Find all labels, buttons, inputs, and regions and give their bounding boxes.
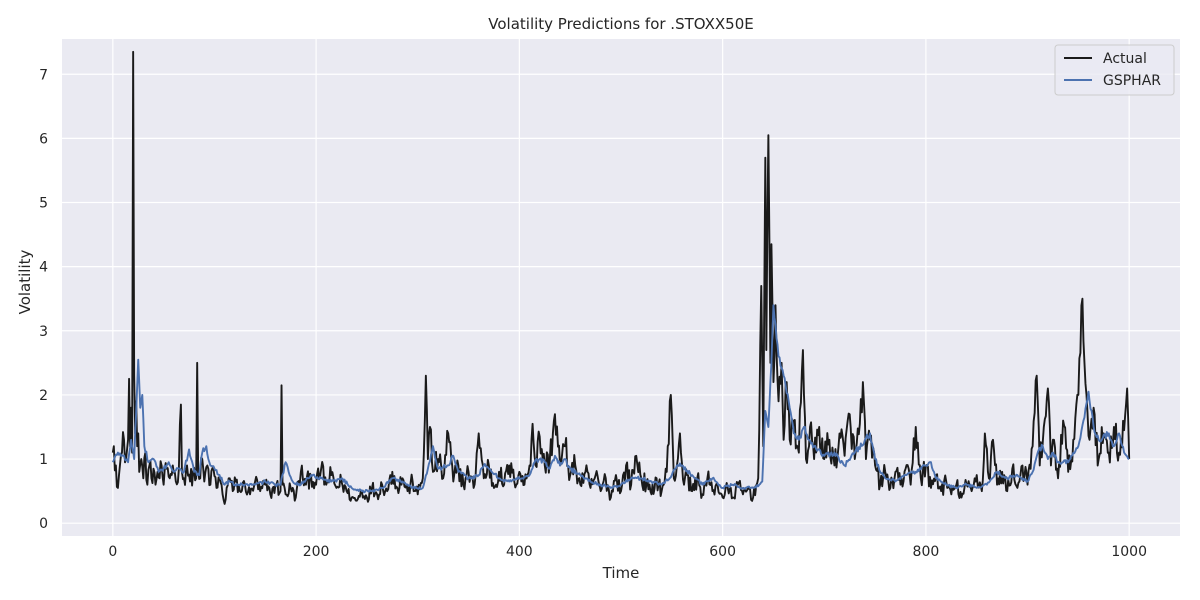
- y-tick-label: 4: [39, 260, 48, 276]
- legend-label: Actual: [1103, 51, 1147, 67]
- legend: Actual GSPHAR: [1054, 44, 1175, 96]
- y-tick-label: 1: [39, 452, 48, 468]
- axis-ticks: 0 200 400 600 800 1000 0 1 2 3 4 5 6 7: [39, 67, 1147, 560]
- x-tick-label: 1000: [1111, 544, 1147, 560]
- series-lines: [111, 50, 1131, 505]
- x-tick-label: 400: [506, 544, 533, 560]
- plot-background: [62, 39, 1180, 536]
- y-tick-label: 3: [39, 324, 48, 340]
- x-tick-label: 200: [303, 544, 330, 560]
- series-line-actual: [111, 50, 1131, 505]
- y-tick-label: 7: [39, 67, 48, 83]
- x-tick-label: 600: [709, 544, 736, 560]
- y-tick-label: 6: [39, 131, 48, 147]
- y-tick-label: 2: [39, 388, 48, 404]
- chart-title: Volatility Predictions for .STOXX50E: [488, 15, 753, 33]
- x-tick-label: 0: [108, 544, 117, 560]
- series-line-gsphar: [111, 304, 1130, 494]
- y-tick-label: 5: [39, 196, 48, 212]
- x-tick-label: 800: [913, 544, 940, 560]
- y-tick-label: 0: [39, 516, 48, 532]
- x-axis-label: Time: [602, 564, 640, 582]
- legend-label: GSPHAR: [1103, 73, 1161, 89]
- grid-lines: [62, 39, 1180, 536]
- y-axis-label: Volatility: [16, 249, 34, 314]
